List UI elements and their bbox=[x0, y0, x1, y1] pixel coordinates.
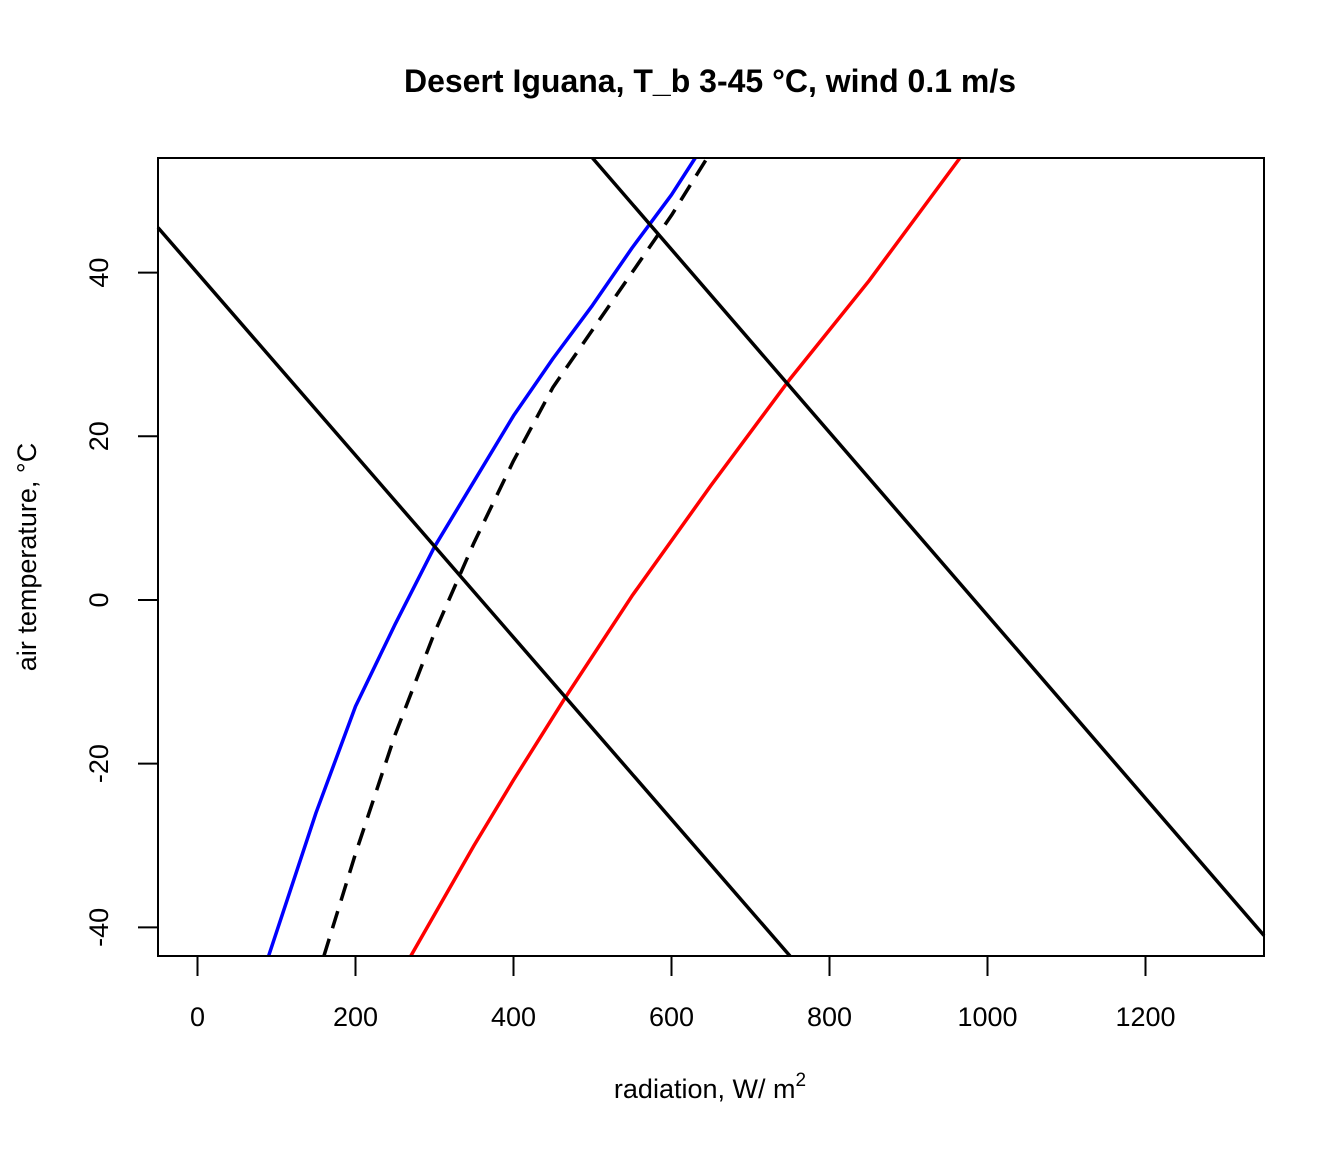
x-tick-label: 200 bbox=[333, 1002, 378, 1032]
y-tick-label: -40 bbox=[84, 908, 114, 947]
y-axis: -40 -20 0 20 40 bbox=[84, 258, 159, 947]
x-axis-label-text: radiation, W/ m bbox=[614, 1074, 796, 1104]
series-line-3 bbox=[409, 156, 962, 957]
plot-box bbox=[157, 157, 1265, 957]
x-axis-label: radiation, W/ m2 bbox=[614, 1070, 806, 1104]
y-axis-label: air temperature, °C bbox=[12, 443, 42, 671]
x-tick-label: 400 bbox=[491, 1002, 536, 1032]
series-line-5 bbox=[591, 156, 1266, 937]
series-line-1 bbox=[266, 157, 697, 957]
x-tick-label: 0 bbox=[190, 1002, 205, 1032]
series-line-4 bbox=[156, 226, 792, 958]
y-tick-label: 20 bbox=[84, 421, 114, 451]
x-tick-label: 1200 bbox=[1115, 1002, 1175, 1032]
y-tick-label: -20 bbox=[84, 744, 114, 783]
series-layer bbox=[156, 156, 1266, 958]
y-tick-label: 0 bbox=[84, 592, 114, 607]
x-axis-label-superscript: 2 bbox=[795, 1070, 806, 1091]
series-line-2 bbox=[322, 157, 709, 957]
x-tick-label: 600 bbox=[649, 1002, 694, 1032]
x-tick-label: 1000 bbox=[957, 1002, 1017, 1032]
y-tick-label: 40 bbox=[84, 258, 114, 288]
x-axis: 0 200 400 600 800 1000 1200 bbox=[190, 955, 1176, 1032]
chart-title: Desert Iguana, T_b 3-45 °C, wind 0.1 m/s bbox=[404, 63, 1016, 99]
x-tick-label: 800 bbox=[807, 1002, 852, 1032]
